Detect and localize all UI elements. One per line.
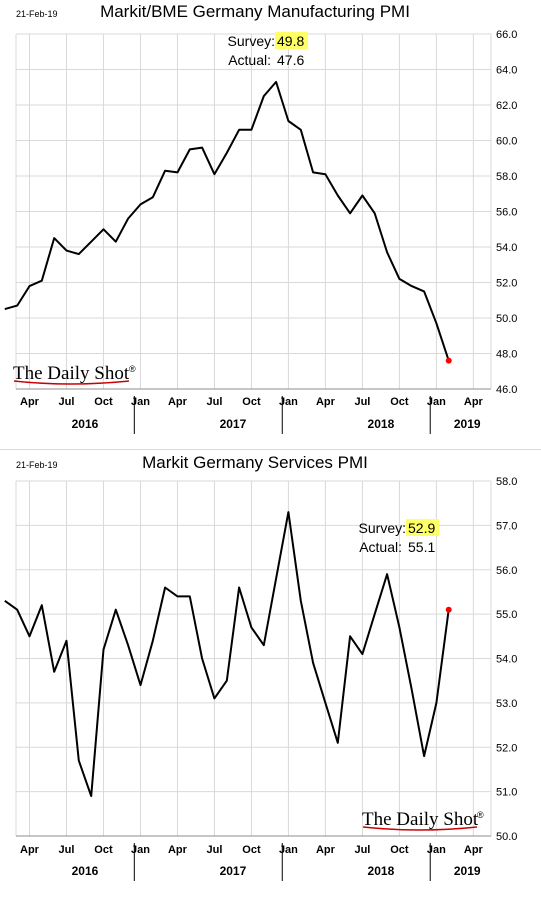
brand-text: The Daily Shot bbox=[13, 363, 130, 384]
annotation-box: Survey: 52.9 Actual: 55.1 bbox=[359, 519, 439, 555]
y-tick-label: 50.0 bbox=[496, 313, 517, 325]
brand-mark: ® bbox=[477, 810, 484, 820]
x-tick-label: Apr bbox=[20, 844, 40, 856]
x-tick-label: Oct bbox=[242, 844, 261, 856]
chart-date: 21-Feb-19 bbox=[16, 9, 58, 19]
actual-value: 55.1 bbox=[408, 539, 435, 555]
y-tick-label: 56.0 bbox=[496, 207, 517, 219]
year-label: 2019 bbox=[454, 417, 481, 431]
x-tick-label: Oct bbox=[390, 396, 409, 408]
annotation-box: Survey: 49.8 Actual: 47.6 bbox=[228, 32, 308, 68]
actual-label: Actual: bbox=[359, 539, 402, 555]
year-label: 2017 bbox=[220, 864, 247, 878]
x-axis: Apr Jul Oct Jan Apr Jul Oct Jan Apr Jul Oct Jan Apr 2… bbox=[20, 396, 484, 434]
y-tick-label: 52.0 bbox=[496, 742, 517, 754]
chart-title: Markit Germany Services PMI bbox=[142, 453, 368, 472]
x-tick-label: Jul bbox=[354, 844, 370, 856]
survey-label: Survey: bbox=[359, 520, 406, 536]
gridlines bbox=[16, 33, 491, 390]
year-label: 2018 bbox=[368, 864, 395, 878]
year-label: 2018 bbox=[368, 417, 395, 431]
x-tick-label: Oct bbox=[390, 844, 409, 856]
x-tick-label: Apr bbox=[464, 844, 484, 856]
actual-label: Actual: bbox=[228, 52, 271, 68]
brand-text: The Daily Shot bbox=[362, 809, 479, 830]
actual-value: 47.6 bbox=[277, 52, 304, 68]
year-label: 2017 bbox=[220, 417, 247, 431]
x-tick-label: Jul bbox=[206, 396, 222, 408]
chart-panel-services: 21-Feb-19 Markit Germany Services PMI 50… bbox=[0, 451, 541, 901]
year-label: 2019 bbox=[454, 864, 481, 878]
survey-value: 49.8 bbox=[277, 33, 304, 49]
x-tick-label: Jan bbox=[131, 844, 150, 856]
y-tick-label: 54.0 bbox=[496, 242, 517, 254]
latest-point-marker bbox=[445, 606, 452, 613]
y-tick-label: 50.0 bbox=[496, 831, 517, 843]
brand-underline bbox=[13, 380, 130, 385]
chart-canvas: 50.0 51.0 52.0 53.0 54.0 55.0 56.0 57.0 58.0 Apr… bbox=[4, 476, 517, 881]
x-tick-label: Apr bbox=[168, 844, 188, 856]
x-tick-label: Jul bbox=[59, 396, 75, 408]
x-tick-label: Jul bbox=[206, 844, 222, 856]
y-tick-label: 53.0 bbox=[496, 698, 517, 710]
y-tick-label: 62.0 bbox=[496, 100, 517, 112]
survey-highlight bbox=[406, 519, 439, 536]
brand-underline bbox=[362, 826, 478, 831]
y-tick-label: 60.0 bbox=[496, 136, 517, 148]
x-tick-label: Oct bbox=[94, 396, 113, 408]
survey-label: Survey: bbox=[228, 33, 275, 49]
survey-value: 52.9 bbox=[408, 520, 435, 536]
x-tick-label: Jul bbox=[354, 396, 370, 408]
series-line bbox=[4, 80, 450, 361]
x-axis: Apr Jul Oct Jan Apr Jul Oct Jan Apr Jul Oct Jan Apr 2… bbox=[20, 843, 484, 881]
x-tick-label: Apr bbox=[20, 396, 40, 408]
chart-title: Markit/BME Germany Manufacturing PMI bbox=[100, 2, 410, 21]
y-tick-label: 56.0 bbox=[496, 565, 517, 577]
x-tick-label: Jan bbox=[427, 844, 446, 856]
x-tick-label: Jan bbox=[131, 396, 150, 408]
x-tick-label: Apr bbox=[316, 844, 336, 856]
x-tick-label: Apr bbox=[464, 396, 484, 408]
x-tick-label: Jan bbox=[279, 844, 298, 856]
y-tick-label: 54.0 bbox=[496, 654, 517, 666]
series-layer bbox=[4, 511, 452, 798]
x-tick-label: Apr bbox=[168, 396, 188, 408]
plot-frame bbox=[15, 34, 492, 390]
x-tick-label: Jan bbox=[427, 396, 446, 408]
brand-logo: The Daily Shot ® bbox=[362, 809, 484, 831]
panel-divider bbox=[0, 449, 541, 450]
x-tick-label: Oct bbox=[242, 396, 261, 408]
y-tick-label: 55.0 bbox=[496, 609, 517, 621]
x-tick-label: Oct bbox=[94, 844, 113, 856]
series-line bbox=[4, 511, 450, 798]
y-axis: 50.0 51.0 52.0 53.0 54.0 55.0 56.0 57.0 58.0 bbox=[496, 476, 517, 843]
brand-logo: The Daily Shot ® bbox=[13, 363, 136, 385]
y-axis: 46.0 48.0 50.0 52.0 54.0 56.0 58.0 60.0 62.0 64.0… bbox=[496, 29, 517, 396]
y-tick-label: 58.0 bbox=[496, 171, 517, 183]
y-tick-label: 52.0 bbox=[496, 278, 517, 290]
y-tick-label: 64.0 bbox=[496, 65, 517, 77]
y-tick-label: 57.0 bbox=[496, 520, 517, 532]
brand-mark: ® bbox=[129, 364, 136, 374]
year-label: 2016 bbox=[72, 417, 99, 431]
x-tick-label: Jul bbox=[59, 844, 75, 856]
chart-panel-manufacturing: 21-Feb-19 Markit/BME Germany Manufacturi… bbox=[0, 0, 541, 450]
y-tick-label: 58.0 bbox=[496, 476, 517, 488]
survey-highlight bbox=[275, 32, 308, 49]
series-layer bbox=[4, 80, 452, 364]
x-tick-label: Apr bbox=[316, 396, 336, 408]
chart-canvas: 46.0 48.0 50.0 52.0 54.0 56.0 58.0 60.0 62.0 64.0… bbox=[4, 29, 517, 434]
latest-point-marker bbox=[445, 357, 452, 364]
y-tick-label: 48.0 bbox=[496, 349, 517, 361]
chart-date: 21-Feb-19 bbox=[16, 460, 58, 470]
y-tick-label: 51.0 bbox=[496, 787, 517, 799]
y-tick-label: 66.0 bbox=[496, 29, 517, 41]
year-label: 2016 bbox=[72, 864, 99, 878]
x-tick-label: Jan bbox=[279, 396, 298, 408]
plot-frame bbox=[15, 481, 492, 837]
y-tick-label: 46.0 bbox=[496, 384, 517, 396]
